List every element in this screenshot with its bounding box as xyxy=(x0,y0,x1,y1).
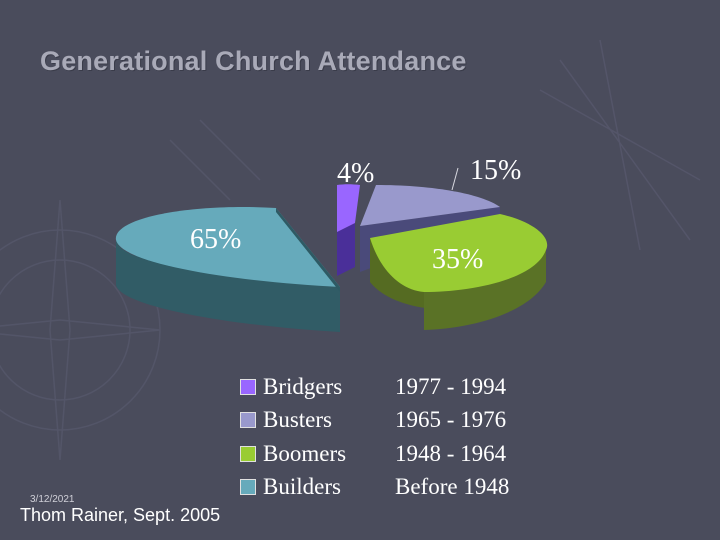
legend-item-bridgers: Bridgers 1977 - 1994 xyxy=(240,370,525,404)
legend-label-builders: Builders xyxy=(263,474,341,500)
pie-slice-bridgers xyxy=(337,184,360,276)
data-label-busters: 15% xyxy=(470,155,521,186)
pie-slice-builders-top xyxy=(115,207,340,287)
legend-label-boomers: Boomers xyxy=(263,440,347,466)
data-label-builders: 65% xyxy=(190,224,241,255)
legend-swatch-boomers xyxy=(240,445,256,462)
pie-slice-bridgers-side xyxy=(337,223,355,276)
pie-slice-busters-top xyxy=(360,185,500,226)
legend-years-bridgers: 1977 - 1994 xyxy=(395,373,507,399)
legend-swatch-builders xyxy=(240,479,256,496)
legend-swatch-bridgers xyxy=(240,378,256,395)
pie-slice-builders xyxy=(115,207,340,332)
legend-swatch-busters xyxy=(240,412,256,429)
legend-label-busters: Busters xyxy=(263,407,332,433)
legend-years-builders: Before 1948 xyxy=(395,474,510,500)
legend-years-boomers: 1948 - 1964 xyxy=(395,440,507,466)
legend-item-builders: Builders Before 1948 xyxy=(240,471,525,505)
slide-date: 3/12/2021 xyxy=(30,494,75,505)
pie-slice-boomers xyxy=(370,214,548,330)
legend-item-busters: Busters 1965 - 1976 xyxy=(240,404,525,438)
leader-line-busters xyxy=(451,167,459,191)
data-label-bridgers: 4% xyxy=(337,158,374,189)
chart-legend: Bridgers 1977 - 1994 Busters 1965 - 1976… xyxy=(240,370,525,504)
pie-slice-bridgers-top xyxy=(337,184,360,232)
legend-years-busters: 1965 - 1976 xyxy=(395,407,507,433)
pie-slice-boomers-top xyxy=(370,214,548,292)
legend-label-bridgers: Bridgers xyxy=(263,373,343,399)
data-label-boomers: 35% xyxy=(432,244,483,275)
slide-title: Generational Church Attendance xyxy=(40,46,467,76)
legend-item-boomers: Boomers 1948 - 1964 xyxy=(240,437,525,471)
source-credit: Thom Rainer, Sept. 2005 xyxy=(20,505,221,525)
